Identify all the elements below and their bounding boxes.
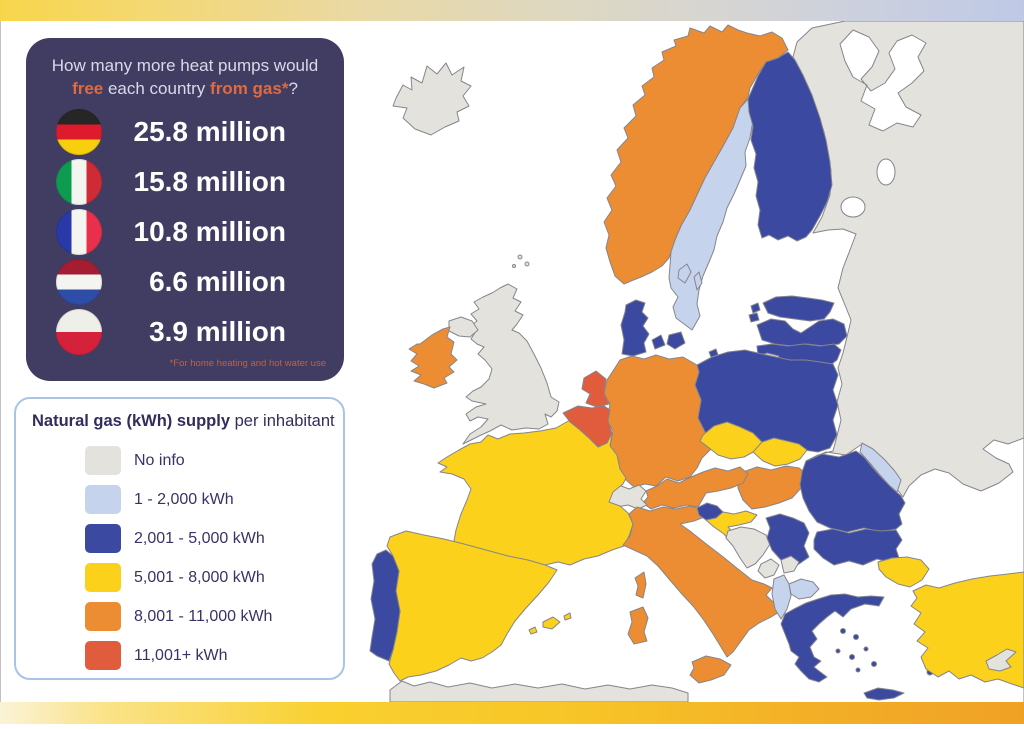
country-moldova xyxy=(859,442,902,493)
stats-rows: 25.8 million 15.8 million 10.8 million 6… xyxy=(26,107,344,357)
legend-title-bold: Natural gas (kWh) supply xyxy=(32,412,231,430)
panel-title: How many more heat pumps would free each… xyxy=(26,55,344,101)
footnote: *For home heating and hot water use xyxy=(169,358,326,369)
legend-row: No info xyxy=(16,441,343,480)
country-oland xyxy=(693,271,703,291)
country-finland xyxy=(747,51,833,242)
country-kosovo xyxy=(780,555,800,574)
country-romania xyxy=(799,450,906,533)
legend-swatch-icon xyxy=(85,446,121,475)
country-montenegro xyxy=(757,558,780,579)
legend-label: 5,001 - 8,000 kWh xyxy=(134,568,265,586)
panel-title-line1: How many more heat pumps would xyxy=(51,56,319,75)
country-north-africa xyxy=(389,680,689,703)
country-netherlands xyxy=(581,370,610,408)
white-sea xyxy=(839,29,927,132)
heat-pump-value: 10.8 million xyxy=(133,215,287,247)
country-austria xyxy=(642,466,749,510)
legend-label: 2,001 - 5,000 kWh xyxy=(134,529,265,547)
legend-title: Natural gas (kWh) supply per inhabitant xyxy=(32,412,343,431)
top-gradient-bar xyxy=(0,0,1024,21)
country-estonia xyxy=(748,295,835,323)
country-serbia xyxy=(765,513,810,569)
legend-row: 5,001 - 8,000 kWh xyxy=(16,558,343,597)
panel-title-line2: free each country from gas*? xyxy=(26,78,344,101)
title-plain-text: each country xyxy=(103,78,211,98)
country-bornholm xyxy=(708,348,719,358)
country-slovakia xyxy=(752,437,808,467)
legend-swatch-icon xyxy=(85,563,121,592)
stat-row: 25.8 million xyxy=(26,107,344,157)
country-flag-icon-netherlands xyxy=(56,258,102,305)
legend-title-regular: per inhabitant xyxy=(230,412,335,430)
legend-row: 11,001+ kWh xyxy=(16,636,343,675)
country-hungary xyxy=(737,465,809,510)
legend-label: 11,001+ kWh xyxy=(134,646,228,664)
country-cyprus xyxy=(985,648,1017,672)
country-portugal xyxy=(369,549,401,662)
country-italy xyxy=(622,505,782,658)
legend-row: 1 - 2,000 kWh xyxy=(16,480,343,519)
stat-row: 6.6 million xyxy=(26,257,344,307)
heat-pump-value: 25.8 million xyxy=(133,115,287,147)
lake-ladoga xyxy=(840,196,866,218)
country-flag-icon-italy xyxy=(56,158,102,205)
country-denmark-islands xyxy=(651,331,686,350)
country-norway xyxy=(603,24,789,285)
title-accent-text: free xyxy=(72,78,104,98)
country-north-macedonia xyxy=(788,578,820,600)
heat-pump-stats-panel: How many more heat pumps would free each… xyxy=(26,38,344,381)
country-sicily xyxy=(689,655,732,684)
legend-items: No info 1 - 2,000 kWh 2,001 - 5,000 kWh … xyxy=(16,441,343,675)
country-greece xyxy=(780,593,885,683)
country-balearic-islands xyxy=(528,612,572,635)
country-gotland xyxy=(677,263,692,284)
legend-row: 8,001 - 11,000 kWh xyxy=(16,597,343,636)
country-iceland xyxy=(392,62,472,136)
legend-swatch-icon xyxy=(85,602,121,631)
country-flag-icon-france xyxy=(56,208,102,255)
country-flag-icon-germany xyxy=(56,108,102,155)
country-denmark xyxy=(620,299,650,357)
legend-label: No info xyxy=(134,451,185,469)
legend-panel: Natural gas (kWh) supply per inhabitant … xyxy=(14,397,345,680)
heat-pump-value: 3.9 million xyxy=(149,315,286,347)
country-bosnia xyxy=(725,526,771,569)
stat-row: 15.8 million xyxy=(26,157,344,207)
country-shetland-islands xyxy=(512,254,530,268)
legend-row: 2,001 - 5,000 kWh xyxy=(16,519,343,558)
title-plain-text: ? xyxy=(288,78,298,98)
country-corsica xyxy=(634,571,647,599)
legend-label: 1 - 2,000 kWh xyxy=(134,490,234,508)
country-greek-islands xyxy=(835,628,934,676)
country-flag-icon-poland xyxy=(56,308,102,355)
country-sardinia xyxy=(627,606,649,645)
country-crete xyxy=(863,687,905,701)
title-accent-text: from gas* xyxy=(210,78,289,98)
stat-row: 3.9 million xyxy=(26,307,344,357)
legend-swatch-icon xyxy=(85,524,121,553)
heat-pump-value: 6.6 million xyxy=(149,265,286,297)
legend-label: 8,001 - 11,000 kWh xyxy=(134,607,273,625)
country-turkey-europe xyxy=(877,556,930,588)
heat-pump-value: 15.8 million xyxy=(133,165,287,197)
country-northern-ireland xyxy=(448,316,479,338)
legend-swatch-icon xyxy=(85,641,121,670)
country-ireland xyxy=(408,326,458,389)
country-belgium-luxembourg xyxy=(562,405,613,448)
country-turkey xyxy=(910,571,1024,689)
country-albania xyxy=(771,574,792,620)
bottom-gradient-bar xyxy=(0,702,1024,724)
legend-swatch-icon xyxy=(85,485,121,514)
stat-row: 10.8 million xyxy=(26,207,344,257)
lake-onega xyxy=(876,158,896,186)
